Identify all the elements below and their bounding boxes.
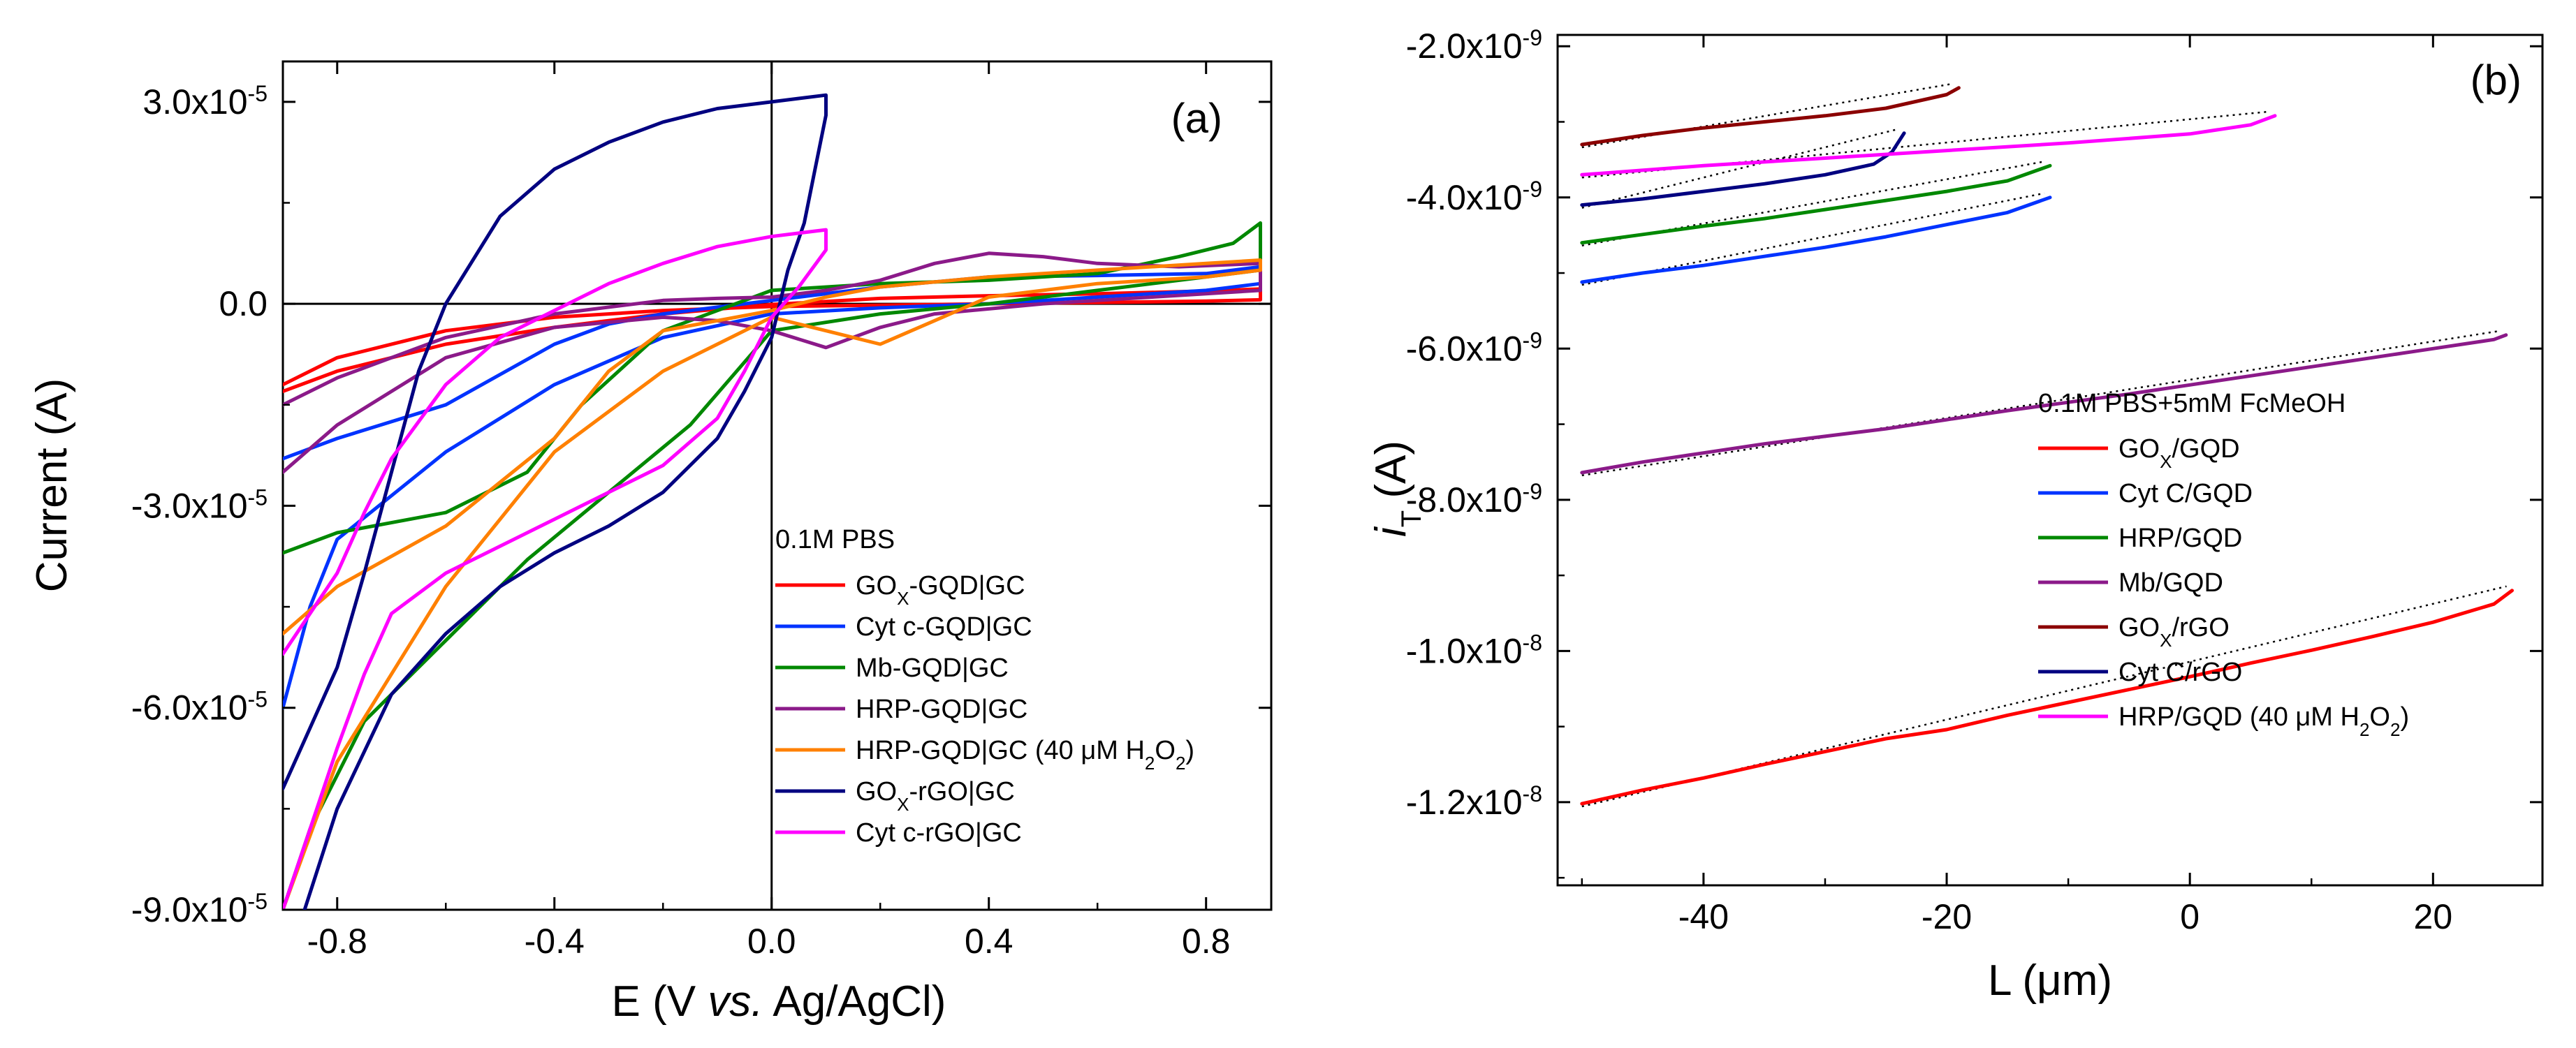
series-line bbox=[283, 251, 1262, 474]
series-line bbox=[1580, 163, 2052, 245]
panel-a-frame bbox=[281, 60, 1273, 911]
y-tick-label: -4.0x10-9 bbox=[1406, 177, 1542, 217]
x-tick-label: 0.4 bbox=[965, 922, 1013, 961]
panel-b-x-axis-title: L (μm) bbox=[1988, 957, 2112, 1005]
panel-a: -0.8 -0.4 0.0 0.4 0.8 3.0x10-5 0.0 -3.0x10-5 -6.… bbox=[28, 60, 1273, 1026]
series-line bbox=[1580, 589, 2514, 806]
y-tick-label: -2.0x10-9 bbox=[1406, 25, 1542, 66]
fit-line bbox=[1581, 128, 1899, 209]
panel-a-y-axis-title: Current (A) bbox=[28, 378, 76, 593]
panel-a-zero-lines bbox=[283, 61, 1271, 910]
legend-entry: HRP/GQD (40 μM H2O2) bbox=[2118, 702, 2409, 740]
series-line bbox=[283, 258, 1262, 910]
legend-entry: GOX-rGO|GC bbox=[856, 777, 1015, 815]
y-tick-label: -6.0x10-5 bbox=[131, 687, 268, 728]
panel-a-ticks: -0.8 -0.4 0.0 0.4 0.8 3.0x10-5 0.0 -3.0x10-5 -6.… bbox=[131, 61, 1271, 961]
panel-b-label: (b) bbox=[2471, 57, 2522, 103]
panel-b-legend: 0.1M PBS+5mM FcMeOH GOX/GQD Cyt C/GQD HRP/… bbox=[2038, 389, 2409, 740]
y-tick-label: 0.0 bbox=[219, 284, 268, 323]
x-tick-label: -0.4 bbox=[525, 922, 585, 961]
x-tick-label: 0 bbox=[2180, 897, 2200, 936]
panel-a-series bbox=[283, 93, 1262, 910]
y-tick-label: -9.0x10-5 bbox=[131, 889, 268, 929]
panel-b: -40 -20 0 20 -1.2x10-8 -1.0x10-8 -8.0x10-9 -6.0… bbox=[1367, 25, 2544, 1005]
legend-entry: GOX-GQD|GC bbox=[856, 571, 1025, 609]
legend-entry: Cyt C/GQD bbox=[2118, 479, 2253, 508]
y-tick-label: -8.0x10-9 bbox=[1406, 479, 1542, 519]
legend-entry: HRP-GQD|GC (40 μM H2O2) bbox=[856, 736, 1194, 774]
y-tick-label: -1.0x10-8 bbox=[1406, 630, 1542, 670]
series-line bbox=[283, 221, 1262, 910]
x-tick-label: -0.8 bbox=[307, 922, 367, 961]
legend-entry: HRP/GQD bbox=[2118, 524, 2242, 553]
legend-entry: GOX/rGO bbox=[2118, 613, 2230, 651]
series-line bbox=[1580, 195, 2052, 284]
y-tick-label: -3.0x10-5 bbox=[131, 485, 268, 525]
panel-a-x-axis-title: E (V vs. Ag/AgCl) bbox=[612, 977, 946, 1026]
panel-b-ticks: -40 -20 0 20 -1.2x10-8 -1.0x10-8 -8.0x10-9 -6.0… bbox=[1406, 25, 2542, 936]
x-tick-label: 20 bbox=[2414, 897, 2453, 936]
x-tick-label: 0.8 bbox=[1182, 922, 1231, 961]
legend-entry: Cyt c-rGO|GC bbox=[856, 818, 1022, 848]
legend-entry: GOX/GQD bbox=[2118, 434, 2240, 472]
panel-b-legend-title: 0.1M PBS+5mM FcMeOH bbox=[2038, 389, 2346, 418]
panel-b-fit-lines bbox=[1581, 82, 2507, 808]
panel-a-legend-title: 0.1M PBS bbox=[775, 525, 895, 554]
fit-line bbox=[1581, 330, 2501, 477]
panel-b-y-axis-title: iT (A) bbox=[1367, 441, 1427, 537]
legend-entry: Mb-GQD|GC bbox=[856, 654, 1009, 683]
series-line bbox=[1580, 131, 1906, 207]
legend-entry: Cyt C/rGO bbox=[2118, 658, 2242, 687]
series-line bbox=[1580, 333, 2508, 475]
x-tick-label: -40 bbox=[1678, 897, 1729, 936]
series-line bbox=[1580, 86, 1961, 147]
fit-line bbox=[1581, 161, 2045, 246]
series-line bbox=[1580, 114, 2277, 177]
legend-entry: Cyt c-GQD|GC bbox=[856, 612, 1032, 642]
series-line bbox=[283, 93, 828, 910]
y-tick-label: -1.2x10-8 bbox=[1406, 781, 1542, 822]
legend-entry: Mb/GQD bbox=[2118, 568, 2223, 598]
x-tick-label: 0.0 bbox=[747, 922, 796, 961]
y-tick-label: -6.0x10-9 bbox=[1406, 327, 1542, 368]
y-tick-label: 3.0x10-5 bbox=[142, 81, 268, 121]
panel-b-series bbox=[1580, 86, 2514, 806]
legend-entry: HRP-GQD|GC bbox=[856, 695, 1027, 724]
panel-b-frame bbox=[1556, 34, 2544, 887]
series-line bbox=[283, 228, 828, 910]
x-tick-label: -20 bbox=[1922, 897, 1972, 936]
panel-a-label: (a) bbox=[1171, 95, 1222, 142]
